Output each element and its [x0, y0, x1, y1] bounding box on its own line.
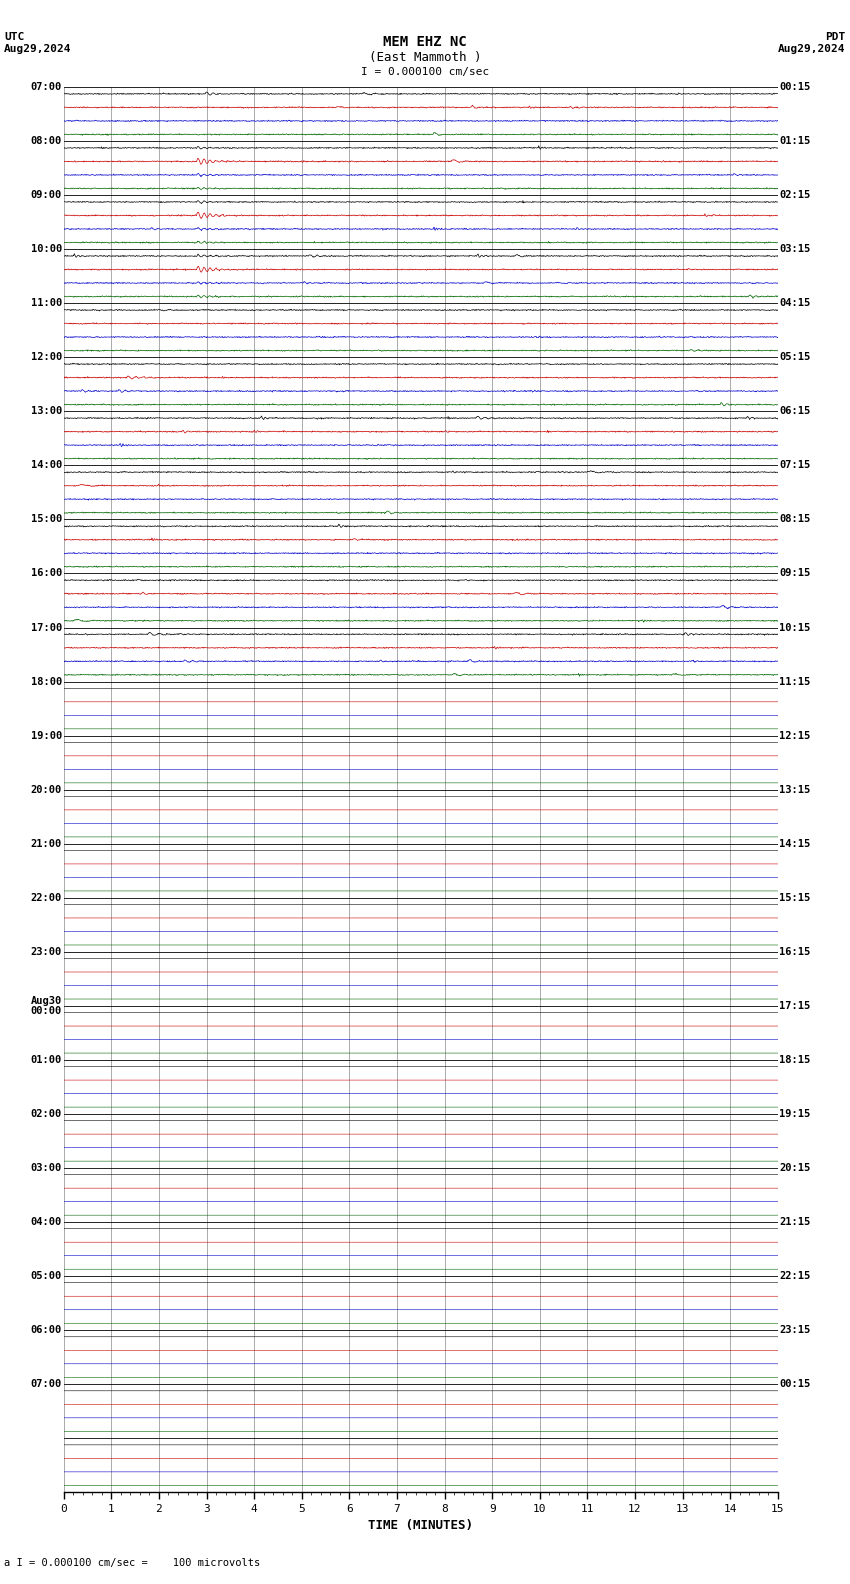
Text: Aug29,2024: Aug29,2024: [779, 44, 846, 54]
Text: 08:15: 08:15: [779, 515, 811, 524]
Text: 06:00: 06:00: [31, 1324, 62, 1335]
Text: 08:00: 08:00: [31, 136, 62, 146]
Text: 03:15: 03:15: [779, 244, 811, 255]
Text: 05:15: 05:15: [779, 352, 811, 363]
Text: 04:00: 04:00: [31, 1217, 62, 1228]
Text: 17:15: 17:15: [779, 1001, 811, 1011]
Text: Aug30: Aug30: [31, 996, 62, 1006]
Text: 06:15: 06:15: [779, 407, 811, 417]
Text: 16:00: 16:00: [31, 569, 62, 578]
Text: 13:15: 13:15: [779, 784, 811, 795]
Text: a I = 0.000100 cm/sec =    100 microvolts: a I = 0.000100 cm/sec = 100 microvolts: [4, 1559, 260, 1568]
Text: 09:00: 09:00: [31, 190, 62, 200]
Text: 13:00: 13:00: [31, 407, 62, 417]
Text: 21:15: 21:15: [779, 1217, 811, 1228]
Text: I = 0.000100 cm/sec: I = 0.000100 cm/sec: [361, 67, 489, 76]
Text: 02:00: 02:00: [31, 1109, 62, 1118]
Text: 07:15: 07:15: [779, 461, 811, 470]
Text: 02:15: 02:15: [779, 190, 811, 200]
Text: 01:15: 01:15: [779, 136, 811, 146]
Text: 12:15: 12:15: [779, 730, 811, 741]
Text: 07:00: 07:00: [31, 82, 62, 92]
Text: 11:00: 11:00: [31, 298, 62, 309]
Text: 20:15: 20:15: [779, 1163, 811, 1172]
Text: 17:00: 17:00: [31, 623, 62, 632]
Text: 00:15: 00:15: [779, 82, 811, 92]
Text: 19:15: 19:15: [779, 1109, 811, 1118]
Text: 23:15: 23:15: [779, 1324, 811, 1335]
Text: 14:15: 14:15: [779, 838, 811, 849]
Text: 09:15: 09:15: [779, 569, 811, 578]
Text: 11:15: 11:15: [779, 676, 811, 686]
Text: PDT: PDT: [825, 32, 846, 41]
Text: 18:00: 18:00: [31, 676, 62, 686]
Text: 21:00: 21:00: [31, 838, 62, 849]
Text: 10:00: 10:00: [31, 244, 62, 255]
Text: 18:15: 18:15: [779, 1055, 811, 1064]
Text: 03:00: 03:00: [31, 1163, 62, 1172]
Text: 07:00: 07:00: [31, 1380, 62, 1389]
Text: 22:00: 22:00: [31, 893, 62, 903]
Text: 22:15: 22:15: [779, 1270, 811, 1281]
Text: 01:00: 01:00: [31, 1055, 62, 1064]
Text: MEM EHZ NC: MEM EHZ NC: [383, 35, 467, 49]
Text: Aug29,2024: Aug29,2024: [4, 44, 71, 54]
Text: (East Mammoth ): (East Mammoth ): [369, 51, 481, 63]
Text: UTC: UTC: [4, 32, 25, 41]
Text: 00:00: 00:00: [31, 1006, 62, 1015]
Text: 14:00: 14:00: [31, 461, 62, 470]
Text: 04:15: 04:15: [779, 298, 811, 309]
Text: 05:00: 05:00: [31, 1270, 62, 1281]
Text: 15:15: 15:15: [779, 893, 811, 903]
Text: 20:00: 20:00: [31, 784, 62, 795]
Text: 15:00: 15:00: [31, 515, 62, 524]
Text: 00:15: 00:15: [779, 1380, 811, 1389]
Text: 16:15: 16:15: [779, 947, 811, 957]
Text: 23:00: 23:00: [31, 947, 62, 957]
Text: 19:00: 19:00: [31, 730, 62, 741]
Text: 12:00: 12:00: [31, 352, 62, 363]
X-axis label: TIME (MINUTES): TIME (MINUTES): [368, 1519, 473, 1532]
Text: 10:15: 10:15: [779, 623, 811, 632]
